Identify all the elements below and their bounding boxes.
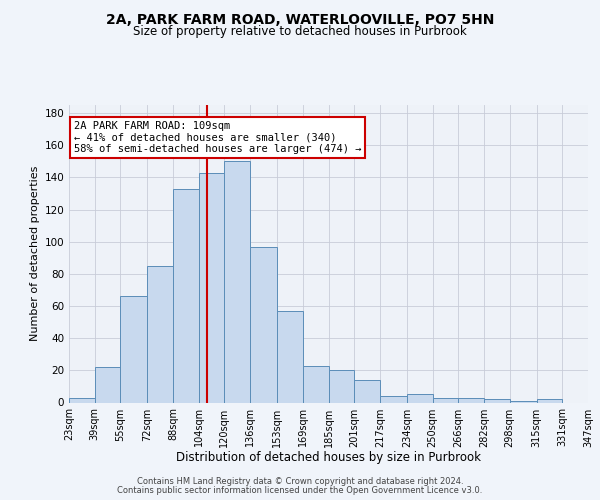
Bar: [148, 266, 173, 402]
Bar: [199, 172, 224, 402]
Bar: [277, 311, 303, 402]
Bar: [250, 246, 277, 402]
Bar: [69, 398, 95, 402]
Bar: [433, 398, 458, 402]
Bar: [380, 396, 407, 402]
Bar: [95, 367, 120, 402]
Bar: [173, 188, 199, 402]
Text: 2A, PARK FARM ROAD, WATERLOOVILLE, PO7 5HN: 2A, PARK FARM ROAD, WATERLOOVILLE, PO7 5…: [106, 12, 494, 26]
Bar: [458, 398, 484, 402]
Bar: [484, 400, 509, 402]
Text: Contains HM Land Registry data © Crown copyright and database right 2024.: Contains HM Land Registry data © Crown c…: [137, 477, 463, 486]
Text: Contains public sector information licensed under the Open Government Licence v3: Contains public sector information licen…: [118, 486, 482, 495]
Bar: [509, 401, 537, 402]
Bar: [354, 380, 380, 402]
Bar: [329, 370, 354, 402]
X-axis label: Distribution of detached houses by size in Purbrook: Distribution of detached houses by size …: [176, 451, 481, 464]
Text: Size of property relative to detached houses in Purbrook: Size of property relative to detached ho…: [133, 25, 467, 38]
Bar: [407, 394, 433, 402]
Bar: [120, 296, 148, 403]
Text: 2A PARK FARM ROAD: 109sqm
← 41% of detached houses are smaller (340)
58% of semi: 2A PARK FARM ROAD: 109sqm ← 41% of detac…: [74, 121, 361, 154]
Bar: [537, 400, 562, 402]
Bar: [303, 366, 329, 403]
Bar: [224, 162, 250, 402]
Y-axis label: Number of detached properties: Number of detached properties: [30, 166, 40, 342]
